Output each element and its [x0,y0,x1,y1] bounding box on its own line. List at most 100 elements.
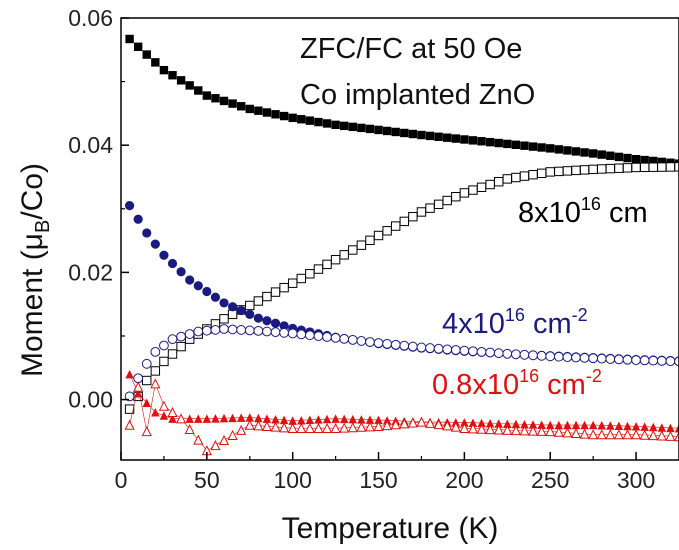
data-point [639,355,650,366]
data-point [614,354,624,365]
data-point [296,273,306,284]
data-point [150,378,161,389]
data-point [150,239,160,249]
x-tick-label: 200 [445,467,483,493]
data-point [503,419,512,428]
data-point [563,420,572,430]
data-point [133,214,143,224]
data-point [596,353,607,364]
data-point [571,420,581,430]
data-point [339,334,350,344]
label-8e16: 8x1016 cm [518,194,648,229]
data-point [245,300,255,311]
data-point [211,414,220,423]
data-point [211,94,220,103]
data-point [313,331,324,342]
data-point [151,58,160,67]
data-point [425,131,435,141]
data-point [236,424,247,435]
data-point [648,422,658,432]
data-point [554,145,564,154]
label-8e16-unit: cm [601,197,648,229]
data-point [176,331,186,342]
label-4e16-exp: 16 [505,305,525,325]
data-point [262,326,272,337]
data-point [228,413,237,423]
axis-ticks: 0 50 100 150 200 250 300 0.00 0.02 0.04 0.06 [68,5,655,493]
y-axis-title-prefix: Moment ( [16,250,49,377]
data-point [674,423,679,433]
data-point [150,366,161,376]
data-point [639,429,650,440]
data-point [159,250,169,260]
data-point [150,346,161,357]
data-point [416,416,427,427]
data-point [262,108,272,117]
data-point [391,221,401,231]
data-point [141,358,152,369]
data-point [227,309,238,320]
data-point [468,418,478,427]
data-point [253,420,264,431]
data-point [348,122,357,132]
label-0-8e16-unit: cm [539,369,586,401]
data-point [167,334,178,345]
data-point [133,373,144,384]
data-point [228,99,237,108]
data-point [228,302,238,312]
data-point [554,420,564,430]
data-point [261,420,272,432]
data-point [218,434,230,446]
x-tick-label: 150 [359,467,397,493]
label-0-8e16: 0.8x1016 cm-2 [432,366,602,401]
label-4e16: 4x1016 cm-2 [442,305,588,340]
data-point [537,143,546,152]
data-point [442,195,452,206]
data-point [287,328,298,339]
data-point [545,167,555,177]
data-point [305,269,315,279]
data-point [142,398,152,408]
data-point [210,324,221,335]
data-point [528,425,539,436]
data-point [271,415,280,424]
data-point [168,414,177,423]
data-point [373,420,384,432]
data-point [502,348,513,359]
data-point [648,429,659,441]
data-point [580,420,589,430]
data-point [159,411,169,420]
data-point [236,102,246,111]
data-point [365,337,375,347]
data-point [477,418,486,428]
data-point [562,352,573,362]
data-point [304,330,315,341]
data-point [296,422,307,433]
data-point [279,422,290,433]
data-point [546,144,555,153]
data-point [605,163,616,174]
data-point [614,163,624,173]
data-point [184,423,195,435]
data-point [443,133,452,142]
data-point [236,413,246,422]
data-point [245,104,254,114]
data-point [450,345,461,355]
label-8e16-exp: 16 [581,194,601,214]
data-point [124,404,135,414]
data-point [193,434,204,445]
data-point [588,164,598,175]
data-point [588,149,598,158]
data-point [365,235,375,246]
data-point [665,430,676,441]
data-point [528,142,538,151]
data-point [459,422,470,433]
label-8e16-base: 8x10 [518,197,581,229]
label-0-8e16-exp: 16 [519,366,539,386]
label-4e16-base: 4x10 [442,308,505,340]
data-point [433,343,444,354]
data-point [520,420,529,429]
data-point [262,316,272,326]
data-point [339,250,349,260]
y-tick-label: 0.04 [68,132,113,158]
